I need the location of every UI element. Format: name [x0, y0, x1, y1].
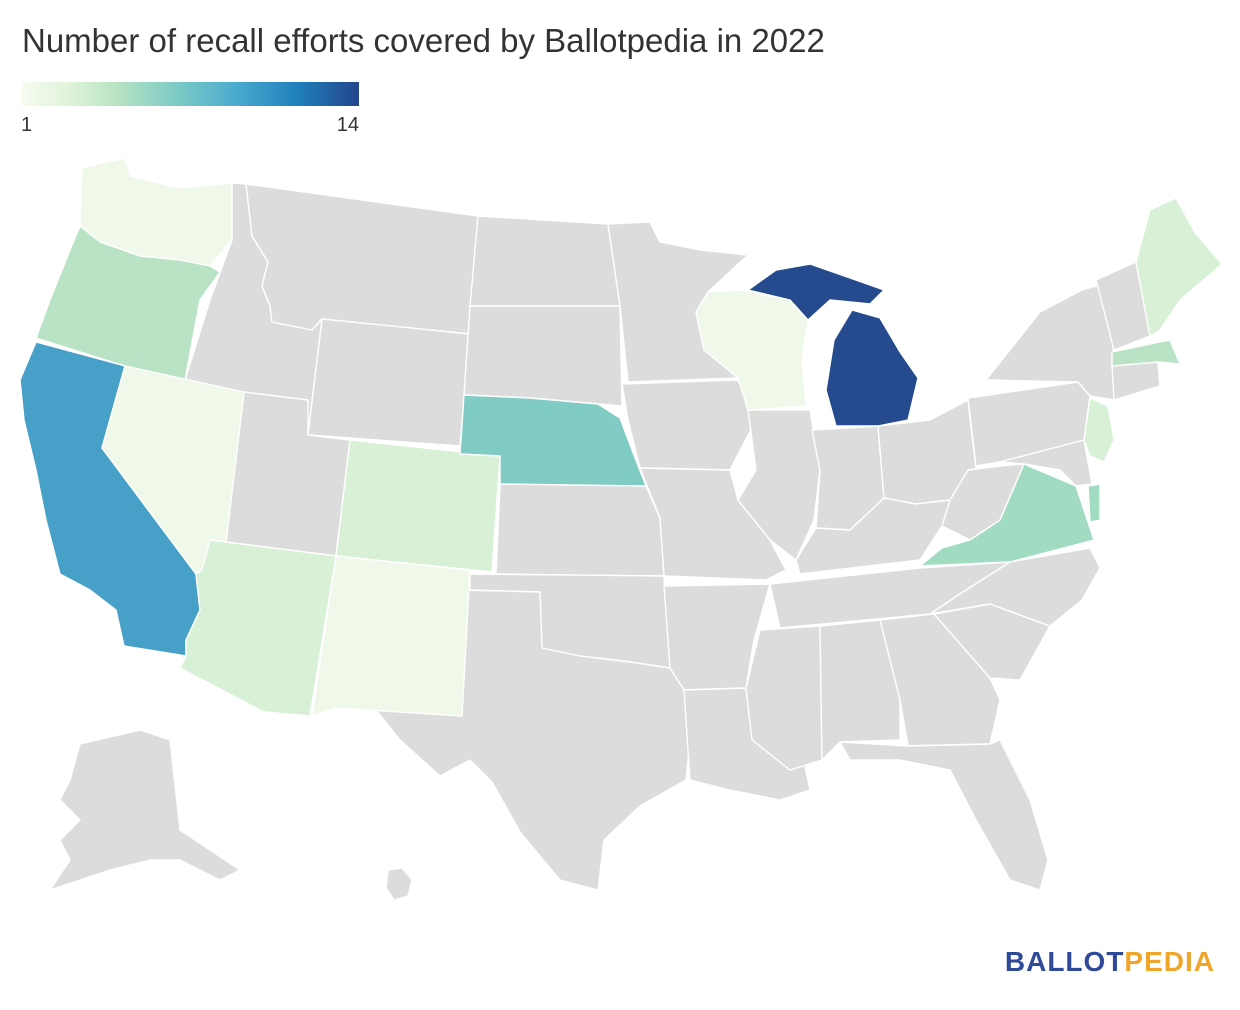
shaded-states: [19, 157, 1223, 717]
state-new-mexico[interactable]: [311, 555, 471, 717]
state-iowa[interactable]: [621, 379, 757, 471]
state-new-york[interactable]: [985, 281, 1115, 401]
state-massachusetts[interactable]: [1111, 339, 1181, 367]
state-south-dakota[interactable]: [463, 305, 623, 407]
state-north-dakota[interactable]: [469, 215, 621, 307]
state-wyoming[interactable]: [307, 318, 471, 447]
state-north-carolina[interactable]: [929, 547, 1101, 627]
state-michigan-lower[interactable]: [825, 309, 919, 427]
legend-labels: 1 14: [21, 106, 359, 136]
state-missouri[interactable]: [639, 467, 787, 581]
legend-min-label: 1: [21, 114, 33, 136]
state-kentucky[interactable]: [795, 497, 951, 575]
state-nebraska[interactable]: [459, 394, 647, 487]
state-arizona[interactable]: [179, 539, 337, 717]
state-texas[interactable]: [375, 589, 691, 891]
state-michigan-upper[interactable]: [747, 263, 885, 321]
logo-ballot-text: BALLOT: [1004, 946, 1125, 977]
color-legend: 1 14: [21, 82, 359, 136]
state-alaska[interactable]: [49, 729, 241, 891]
state-virginia[interactable]: [919, 463, 1095, 567]
state-florida[interactable]: [839, 739, 1049, 891]
state-delaware[interactable]: [1087, 483, 1101, 523]
state-connecticut-ri[interactable]: [1111, 361, 1161, 401]
logo-pedia-text: PEDIA: [1124, 946, 1215, 977]
map-title: Number of recall efforts covered by Ball…: [22, 22, 825, 59]
legend-max-label: 14: [336, 114, 359, 136]
state-kansas[interactable]: [495, 483, 665, 577]
state-maine[interactable]: [1135, 197, 1223, 337]
state-montana[interactable]: [245, 183, 479, 335]
us-choropleth-map: [19, 157, 1223, 901]
legend-gradient-bar: [21, 82, 359, 106]
state-hawaii[interactable]: [385, 867, 413, 901]
ballotpedia-logo: BALLOTPEDIA: [1005, 946, 1215, 978]
unshaded-states: [49, 182, 1161, 901]
state-colorado[interactable]: [335, 439, 501, 573]
state-oregon[interactable]: [35, 225, 221, 381]
state-new-jersey[interactable]: [1083, 397, 1115, 463]
